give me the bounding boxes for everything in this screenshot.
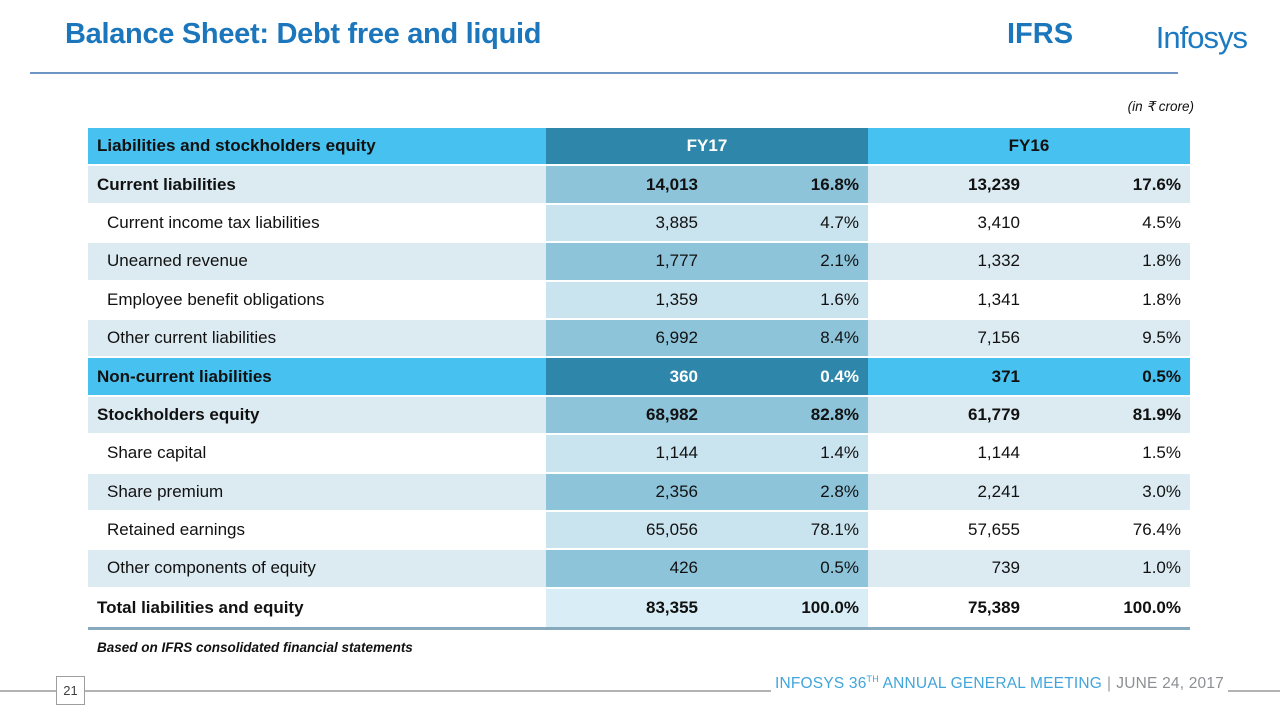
table-row: Share capital 1,144 1.4% 1,144 1.5%: [88, 435, 1190, 474]
row-label: Retained earnings: [107, 520, 245, 540]
currency-unit-note: (in ₹ crore): [1127, 99, 1194, 114]
footer-date: JUNE 24, 2017: [1116, 675, 1224, 693]
table-row: Non-current liabilities 360 0.4% 371 0.5…: [88, 358, 1190, 397]
fy17-percent-cell: 1.4%: [707, 435, 868, 472]
fy17-percent-cell: 100.0%: [707, 588, 868, 628]
page-number: 21: [56, 676, 85, 705]
fy16-percent-cell: 9.5%: [1142, 328, 1181, 348]
infosys-logo: Infosys: [1155, 20, 1248, 55]
fy16-value-cell: 1,341: [977, 289, 1020, 309]
fy17-percent-cell: 16.8%: [707, 166, 868, 203]
fy16-percent-cell: 81.9%: [1132, 404, 1181, 424]
fy16-value-cell: 3,410: [977, 212, 1020, 232]
footer-divider: [0, 690, 1280, 692]
fy16-percent-cell: 3.0%: [1142, 481, 1181, 501]
fy17-percent-cell: 2.8%: [707, 473, 868, 510]
footer-caption: INFOSYS 36TH ANNUAL GENERAL MEETING | JUNE…: [770, 674, 1228, 694]
table-row: Stockholders equity 68,982 82.8% 61,779 …: [88, 396, 1190, 436]
fy16-value-cell: 7,156: [977, 328, 1020, 348]
row-label: Employee benefit obligations: [107, 289, 325, 309]
footer-ordinal-sup: TH: [866, 674, 879, 684]
fy17-value-cell: 426: [546, 550, 707, 587]
table-row: Employee benefit obligations 1,359 1.6% …: [88, 281, 1190, 320]
title-divider: [30, 72, 1178, 74]
source-footnote: Based on IFRS consolidated financial sta…: [97, 640, 413, 655]
fy16-value-cell: 1,332: [977, 251, 1020, 271]
header-label: Liabilities and stockholders equity: [88, 128, 546, 165]
fy17-percent-cell: 2.1%: [707, 243, 868, 280]
fy16-percent-cell: 0.5%: [1142, 366, 1181, 386]
fy17-percent-cell: 1.6%: [707, 281, 868, 318]
fy17-percent-cell: 8.4%: [707, 319, 868, 357]
footer-separator: |: [1107, 675, 1112, 693]
row-label: Other components of equity: [107, 558, 316, 578]
table-row: Current income tax liabilities 3,885 4.7…: [88, 204, 1190, 244]
table-row: Other components of equity 426 0.5% 739 …: [88, 550, 1190, 589]
fy17-value-cell: 6,992: [546, 319, 707, 357]
fy17-value-cell: 1,359: [546, 281, 707, 318]
row-label: Share premium: [107, 481, 224, 501]
row-label: Share capital: [107, 443, 207, 463]
fy16-value-cell: 739: [991, 558, 1020, 578]
fy16-percent-cell: 1.5%: [1142, 443, 1181, 463]
fy16-percent-cell: 100.0%: [1123, 597, 1181, 617]
fy16-percent-cell: 76.4%: [1132, 520, 1181, 540]
row-label: Stockholders equity: [97, 404, 260, 424]
table-row: Current liabilities 14,013 16.8% 13,239 …: [88, 166, 1190, 205]
table-row: Total liabilities and equity 83,355 100.…: [88, 588, 1190, 628]
page-title: Balance Sheet: Debt free and liquid: [65, 18, 542, 50]
row-label: Current income tax liabilities: [107, 212, 320, 232]
fy17-percent-cell: 78.1%: [707, 511, 868, 549]
fy17-value-cell: 65,056: [546, 511, 707, 549]
fy17-percent-cell: 0.4%: [707, 358, 868, 395]
fy17-value-cell: 1,144: [546, 435, 707, 472]
fy16-value-cell: 1,144: [977, 443, 1020, 463]
fy16-value-cell: 13,239: [968, 174, 1020, 194]
fy17-value-cell: 3,885: [546, 204, 707, 242]
fy16-percent-cell: 4.5%: [1142, 212, 1181, 232]
fy17-value-cell: 2,356: [546, 473, 707, 510]
fy17-value-cell: 68,982: [546, 396, 707, 434]
fy17-value-cell: 83,355: [546, 588, 707, 628]
fy16-value-cell: 371: [991, 366, 1020, 386]
fy16-percent-cell: 1.8%: [1142, 289, 1181, 309]
row-label: Non-current liabilities: [97, 366, 272, 386]
balance-table-body: Current liabilities 14,013 16.8% 13,239 …: [88, 166, 1190, 628]
fy16-percent-cell: 1.0%: [1142, 558, 1181, 578]
row-label: Unearned revenue: [107, 251, 248, 271]
table-row: Retained earnings 65,056 78.1% 57,655 76…: [88, 511, 1190, 551]
table-row: Unearned revenue 1,777 2.1% 1,332 1.8%: [88, 243, 1190, 282]
fy17-value-cell: 14,013: [546, 166, 707, 203]
fy17-percent-cell: 0.5%: [707, 550, 868, 587]
fy16-percent-cell: 17.6%: [1132, 174, 1181, 194]
ifrs-standard-label: IFRS: [1007, 18, 1074, 50]
fy17-percent-cell: 4.7%: [707, 204, 868, 242]
fy16-percent-cell: 1.8%: [1142, 251, 1181, 271]
header-fy16: FY16: [868, 128, 1190, 165]
row-label: Current liabilities: [97, 174, 236, 194]
balance-sheet-table: Liabilities and stockholders equity FY17…: [88, 128, 1190, 631]
footer-event-name: INFOSYS 36TH ANNUAL GENERAL MEETING: [774, 674, 1103, 693]
fy16-value-cell: 61,779: [968, 404, 1020, 424]
row-label: Other current liabilities: [107, 328, 277, 348]
fy16-value-cell: 57,655: [968, 520, 1020, 540]
row-label: Total liabilities and equity: [97, 597, 304, 617]
fy17-value-cell: 1,777: [546, 243, 707, 280]
fy17-value-cell: 360: [546, 358, 707, 395]
header-fy17: FY17: [546, 128, 868, 165]
fy16-value-cell: 75,389: [968, 597, 1020, 617]
fy16-value-cell: 2,241: [977, 481, 1020, 501]
table-header-row: Liabilities and stockholders equity FY17…: [88, 128, 1190, 167]
fy17-percent-cell: 82.8%: [707, 396, 868, 434]
table-row: Other current liabilities 6,992 8.4% 7,1…: [88, 319, 1190, 359]
table-row: Share premium 2,356 2.8% 2,241 3.0%: [88, 473, 1190, 512]
